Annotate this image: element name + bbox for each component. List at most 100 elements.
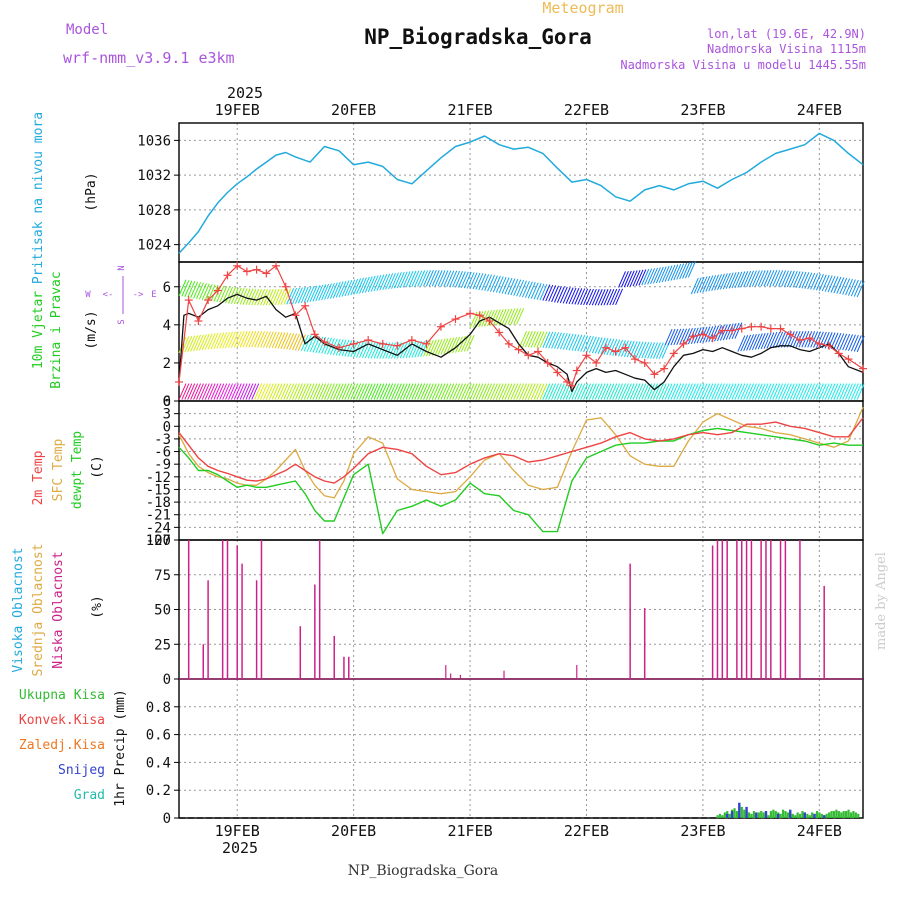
wind-barb-stroke: [722, 383, 731, 400]
wind-barb-stroke: [754, 270, 763, 287]
wind-barb-stroke: [661, 265, 670, 283]
wind-barb-stroke: [824, 383, 833, 400]
wind-barb-stroke: [356, 277, 365, 295]
wind-barb-stroke: [216, 332, 225, 349]
wind-barb-stroke: [475, 273, 484, 290]
wind-barb-stroke: [536, 283, 545, 300]
precip-total-bar: [820, 813, 823, 818]
wind-barb-stroke: [763, 270, 772, 287]
wind-barb-stroke: [556, 286, 565, 303]
wind-barb-stroke: [274, 332, 283, 349]
precip-snow-bar: [789, 809, 792, 818]
wind-barb-stroke: [440, 383, 449, 400]
wind-barb-stroke: [670, 264, 679, 281]
wind-barb-stroke: [222, 383, 231, 400]
wind-barb-stroke: [839, 333, 848, 350]
wind-barb-stroke: [516, 279, 525, 297]
wind-barb-stroke: [591, 289, 600, 306]
wind-barb-stroke: [670, 328, 679, 346]
wind-barb-stroke: [527, 383, 536, 400]
wind-barb-stroke: [289, 333, 298, 350]
wind-barb-stroke: [504, 277, 513, 295]
wind-barb-stroke: [391, 272, 399, 289]
day-label-top: 22FEB: [564, 101, 609, 119]
wind-barb-stroke: [437, 270, 446, 287]
wind-barb-stroke: [434, 270, 443, 287]
wind-barb-stroke: [676, 328, 685, 345]
cloud-tick-label: 0: [163, 672, 171, 688]
wind-barb-stroke: [399, 383, 408, 400]
wind-barb-stroke: [551, 332, 560, 349]
wind-barb-stroke: [833, 383, 842, 400]
wind-barb-stroke: [763, 383, 772, 400]
wind-barb-stroke: [795, 271, 804, 288]
pressure-panel-frame: [178, 122, 864, 263]
wind-barb-stroke: [443, 383, 452, 400]
wind-barb-stroke: [655, 266, 664, 284]
wind-barb-stroke: [818, 274, 827, 291]
precip-snow-bar: [725, 813, 729, 818]
wind-barb-stroke: [813, 383, 821, 400]
temperature-tick-label: -12: [146, 470, 171, 486]
precip-total-bar: [762, 812, 765, 818]
precip-total-bar: [832, 811, 836, 818]
wind-barb-stroke: [763, 332, 772, 349]
wind-barb-stroke: [818, 331, 827, 349]
wind-barb-stroke: [551, 285, 560, 303]
wind-barb-stroke: [810, 331, 819, 348]
wind-barb-stroke: [431, 270, 440, 287]
wind-barb-stroke: [510, 278, 519, 296]
wind-barb-stroke: [414, 270, 423, 287]
wind-barb-stroke: [309, 285, 318, 302]
wind-barb-stroke: [684, 383, 693, 400]
wind-barb-stroke: [667, 328, 676, 346]
wind-barb-stroke: [798, 383, 807, 400]
wind-barb-stroke: [749, 383, 757, 400]
precip-total-bar: [750, 813, 753, 818]
wind-barb-stroke: [638, 383, 647, 400]
precip-total-bar: [718, 813, 722, 818]
wind-barb-stroke: [766, 383, 775, 400]
wind-barb-stroke: [652, 267, 661, 284]
wind-barb-stroke: [268, 383, 277, 400]
wind-barb-stroke: [556, 332, 565, 350]
wind-barb-stroke: [181, 280, 190, 297]
wind-barb-stroke: [207, 333, 216, 350]
wind-barb-stroke: [530, 331, 539, 348]
wind-barb-stroke: [650, 267, 658, 285]
wind-tick-label: 6: [163, 280, 171, 296]
wind-barb-stroke: [326, 383, 335, 400]
wind-barb-stroke: [236, 383, 245, 400]
precip-tick-label: 0.8: [146, 700, 171, 716]
wind-barb-stroke: [306, 285, 315, 303]
wind-barb-stroke: [457, 271, 466, 288]
precip-tick-label: 0.2: [146, 783, 171, 799]
wind-barb-stroke: [650, 342, 658, 359]
wind-barb-stroke: [446, 337, 455, 354]
wind-barb-stroke: [254, 331, 263, 348]
wind-barb-stroke: [271, 331, 280, 349]
wind-speed-line: [178, 293, 864, 393]
wind-barb-stroke: [664, 265, 673, 282]
wind-barb-stroke: [341, 280, 350, 297]
wind-barb-stroke: [457, 383, 466, 400]
wind-barb-stroke: [437, 383, 446, 400]
wind-barb-stroke: [434, 383, 443, 400]
model-elevation-readout: Nadmorska Visina u modelu 1445.55m: [620, 58, 866, 72]
wind-barb-stroke: [379, 274, 388, 291]
wind-barb-stroke: [455, 383, 463, 400]
wind-barb-stroke: [690, 277, 699, 295]
wind-barb-stroke: [746, 270, 755, 288]
wind-barb-stroke: [728, 272, 737, 289]
wind-barb-stroke: [717, 383, 725, 400]
wind-barb-stroke: [600, 289, 609, 306]
wind-barb-stroke: [821, 383, 830, 400]
wind-barb-stroke: [219, 286, 228, 303]
precip-total-bar: [854, 812, 857, 818]
wind-barb-stroke: [850, 334, 859, 352]
wind-barb-stroke: [265, 383, 274, 400]
wind-barb-stroke: [431, 383, 440, 400]
wind-barb-stroke: [219, 383, 228, 400]
wind-barb-stroke: [423, 340, 431, 357]
day-label-bottom: 20FEB: [331, 822, 376, 840]
